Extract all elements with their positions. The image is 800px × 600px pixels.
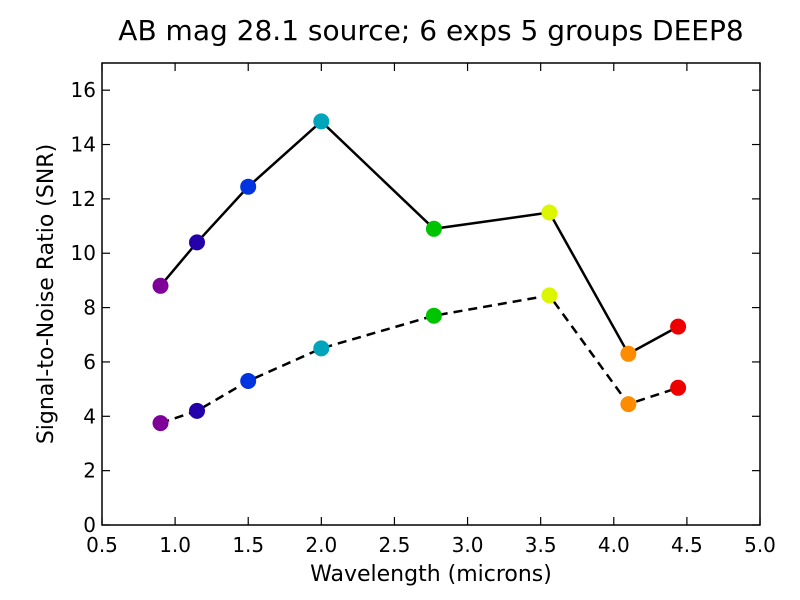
data-point-dashed bbox=[152, 415, 169, 432]
x-tick-label: 5.0 bbox=[744, 533, 776, 557]
y-tick-label: 10 bbox=[71, 241, 96, 265]
y-axis: 0 2 4 6 8 10 12 14 16 bbox=[71, 78, 760, 537]
y-tick-label: 6 bbox=[83, 350, 96, 374]
y-tick-label: 14 bbox=[71, 133, 96, 157]
data-point-dashed bbox=[189, 402, 205, 419]
data-point-solid bbox=[152, 277, 169, 294]
data-point-dashed bbox=[620, 396, 637, 413]
y-tick-label: 4 bbox=[83, 404, 96, 428]
x-tick-label: 4.0 bbox=[598, 533, 630, 557]
x-axis-label: Wavelength (microns) bbox=[310, 562, 552, 587]
data-point-solid bbox=[670, 318, 687, 335]
data-point-dashed bbox=[313, 340, 330, 357]
x-tick-label: 4.5 bbox=[671, 533, 703, 557]
data-point-dashed bbox=[541, 287, 558, 304]
x-tick-label: 2.5 bbox=[379, 533, 411, 557]
x-tick-label: 3.5 bbox=[525, 533, 557, 557]
data-point-solid bbox=[240, 178, 257, 195]
y-tick-label: 12 bbox=[71, 187, 96, 211]
x-tick-label: 0.5 bbox=[86, 533, 118, 557]
data-point-dashed bbox=[670, 379, 687, 396]
plot-frame bbox=[101, 62, 761, 526]
data-point-solid bbox=[425, 220, 442, 237]
plot-area bbox=[152, 113, 687, 432]
y-tick-label: 0 bbox=[83, 513, 96, 537]
chart-title: AB mag 28.1 source; 6 exps 5 groups DEEP… bbox=[118, 14, 743, 47]
data-point-dashed bbox=[425, 307, 442, 324]
data-point-solid bbox=[620, 345, 637, 362]
y-tick-label: 2 bbox=[83, 459, 96, 483]
data-point-dashed bbox=[240, 373, 257, 389]
data-point-solid bbox=[541, 204, 558, 221]
x-tick-label: 1.0 bbox=[159, 533, 191, 557]
series-line-solid bbox=[159, 119, 679, 356]
y-axis-label: Signal-to-Noise Ratio (SNR) bbox=[34, 144, 59, 444]
data-point-solid bbox=[313, 113, 330, 130]
data-point-solid bbox=[189, 234, 205, 251]
x-tick-label: 3.0 bbox=[452, 533, 484, 557]
y-tick-label: 8 bbox=[83, 296, 96, 320]
y-tick-label: 16 bbox=[71, 78, 96, 102]
x-axis: 0.5 1.0 1.5 2.0 2.5 3.0 3.5 4.0 4.5 5.0 bbox=[86, 63, 776, 557]
series-line-dashed bbox=[160, 294, 679, 425]
x-tick-label: 1.5 bbox=[232, 533, 264, 557]
x-tick-label: 2.0 bbox=[305, 533, 337, 557]
